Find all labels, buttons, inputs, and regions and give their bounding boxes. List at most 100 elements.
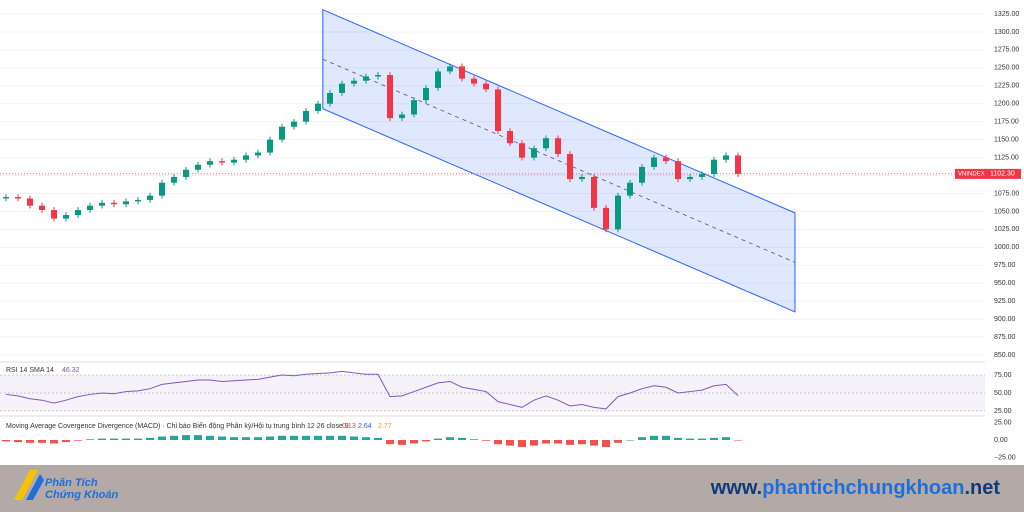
macd-bar: [410, 440, 418, 444]
candle-body: [303, 110, 309, 122]
macd-bar: [278, 435, 286, 440]
macd-bar: [266, 436, 274, 440]
url-part: .net: [964, 477, 1000, 499]
macd-bar: [158, 436, 166, 440]
candle-body: [555, 138, 561, 154]
y-tick-label: 1300.00: [994, 29, 1019, 36]
candle-body: [147, 195, 153, 200]
macd-bar: [506, 440, 514, 446]
candle-body: [219, 161, 225, 163]
brand-line: Chứng Khoán: [45, 489, 119, 501]
candle-body: [579, 176, 585, 180]
macd-bar: [386, 440, 394, 445]
candle-body: [87, 205, 93, 210]
candle-body: [651, 157, 657, 167]
candle-body: [207, 161, 213, 165]
macd-bar: [422, 440, 430, 442]
macd-bar: [458, 437, 466, 440]
macd-bar: [206, 435, 214, 440]
macd-bar: [734, 440, 742, 441]
rsi-line: [5, 370, 739, 410]
macd-bar: [434, 438, 442, 440]
candle-body: [507, 131, 513, 144]
macd-bar: [62, 440, 70, 443]
macd-title: Moving Average Covergence Divergence (MA…: [6, 421, 349, 430]
candle-body: [735, 155, 741, 174]
macd-bar: [626, 440, 634, 441]
macd-bar: [338, 435, 346, 440]
candle-body: [3, 197, 9, 199]
macd-bar: [686, 438, 694, 440]
macd-bar: [26, 440, 34, 443]
candle-body: [363, 76, 369, 81]
macd-bar: [350, 436, 358, 440]
y-tick-label: 950.00: [994, 280, 1016, 287]
candle-body: [483, 83, 489, 90]
macd-bar: [494, 440, 502, 445]
macd-tick-label: 0.00: [994, 437, 1008, 444]
candle-body: [663, 157, 669, 162]
footer: [0, 465, 1024, 512]
candle-body: [447, 66, 453, 72]
macd-bar: [542, 440, 550, 444]
rsi-tick-label: 50.00: [994, 390, 1012, 397]
candle-body: [99, 202, 105, 206]
y-tick-label: 1125.00: [994, 154, 1019, 161]
candle-body: [195, 164, 201, 170]
y-tick-label: 1025.00: [994, 226, 1019, 233]
macd-bar: [290, 435, 298, 440]
macd-bar: [398, 440, 406, 445]
candle-body: [315, 103, 321, 111]
symbol-label: VNINDEX: [958, 171, 985, 177]
candle-body: [75, 209, 81, 216]
macd-bar: [38, 440, 46, 443]
candle-body: [531, 148, 537, 158]
y-tick-label: 1175.00: [994, 119, 1019, 126]
macd-bar: [638, 437, 646, 440]
macd-bar: [242, 437, 250, 440]
candle-body: [351, 80, 357, 84]
macd-bar: [530, 440, 538, 446]
candle-body: [675, 161, 681, 180]
candle-body: [327, 92, 333, 104]
candle-body: [603, 207, 609, 230]
macd-bar: [50, 440, 58, 444]
candle-body: [15, 197, 21, 199]
brand-line: Phân Tích: [45, 477, 98, 489]
candle-body: [711, 159, 717, 175]
candle-body: [255, 152, 261, 156]
candle-body: [411, 100, 417, 115]
candle-body: [279, 126, 285, 140]
candle-body: [495, 89, 501, 132]
macd-bar: [230, 437, 238, 440]
macd-readout: −0.13: [338, 423, 356, 430]
macd-bar: [110, 438, 118, 440]
candle-body: [627, 182, 633, 196]
macd-bar: [446, 437, 454, 440]
last-price-box: [955, 168, 1021, 179]
rsi-value: 46.32: [62, 367, 80, 374]
y-tick-label: 1325.00: [994, 11, 1019, 18]
channel-midline: [322, 58, 796, 263]
y-tick-label: 1225.00: [994, 83, 1019, 90]
candle-body: [567, 153, 573, 180]
macd-bar: [194, 435, 202, 440]
last-price-label: 1102.30: [990, 171, 1015, 178]
candle-body: [291, 121, 297, 127]
macd-bar: [254, 437, 262, 440]
candle-body: [615, 195, 621, 230]
macd-bar: [650, 435, 658, 440]
macd-bar: [218, 436, 226, 440]
rsi-tick-label: 25.00: [994, 408, 1012, 415]
logo-mark: [14, 470, 38, 500]
candle-body: [27, 198, 33, 206]
candle-body: [399, 114, 405, 119]
candle-body: [423, 87, 429, 101]
candle-body: [387, 75, 393, 119]
candle-body: [723, 155, 729, 160]
macd-bar: [374, 437, 382, 440]
logo-mark: [26, 474, 44, 500]
macd-bar: [674, 437, 682, 440]
